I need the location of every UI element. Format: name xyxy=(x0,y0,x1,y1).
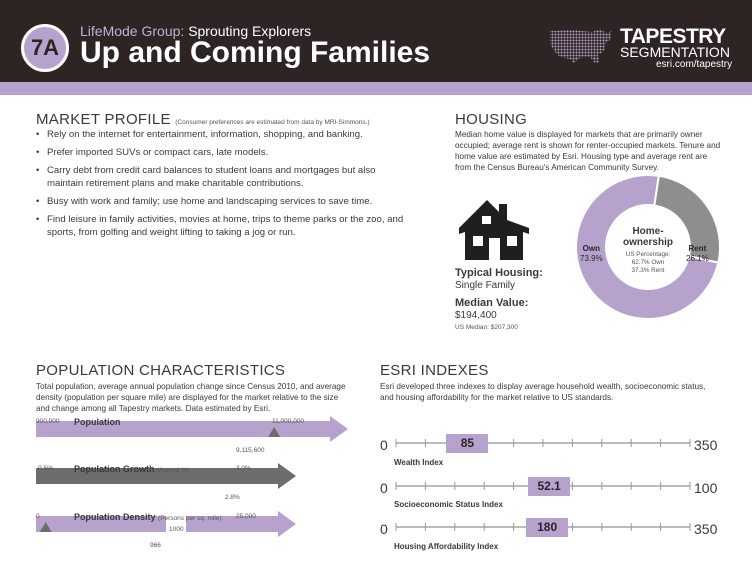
growth-marker-value: 2.8% xyxy=(225,494,240,501)
density-marker-value: 966 xyxy=(150,542,161,549)
population-marker-0 xyxy=(268,427,281,437)
header-bar xyxy=(0,0,752,82)
donut-own-label: Own 73.9% xyxy=(580,244,603,264)
growth-unit: (Annual %) xyxy=(157,467,190,474)
affordability-min: 0 xyxy=(380,521,388,537)
lifemode-group: LifeMode Group: Sprouting Explorers xyxy=(80,23,311,39)
donut-center-title-1: Home- xyxy=(632,226,664,237)
lifemode-name: Sprouting Explorers xyxy=(188,23,312,39)
wealth-index-label: Wealth Index xyxy=(394,458,444,467)
us-map-icon xyxy=(550,29,612,64)
header-stripe xyxy=(0,82,752,95)
socioeconomic-index-label: Socioeconomic Status Index xyxy=(394,500,503,509)
market-profile-heading: MARKET PROFILE xyxy=(36,111,171,128)
density-max: 25,000 xyxy=(236,513,256,520)
affordability-value-box: 180 xyxy=(526,518,569,537)
donut-us-line1: US Percentage: xyxy=(625,251,671,258)
logo-segmentation: SEGMENTATION xyxy=(620,44,730,60)
growth-label: Population Growth (Annual %) xyxy=(74,464,189,474)
density-value-gap xyxy=(166,515,186,533)
list-item: Busy with work and family; use home and … xyxy=(36,195,406,208)
median-value-label: Median Value: xyxy=(455,297,529,309)
median-value: $194,400 xyxy=(455,310,497,321)
us-median-value: US Median: $207,300 xyxy=(455,324,518,331)
lifemode-prefix: LifeMode Group: xyxy=(80,23,185,39)
list-item: Prefer imported SUVs or compact cars, la… xyxy=(36,146,406,159)
wealth-max: 350 xyxy=(694,437,718,453)
indexes-description: Esri developed three indexes to display … xyxy=(380,382,706,402)
wealth-value-box: 85 xyxy=(446,434,489,453)
list-item: Rely on the internet for entertainment, … xyxy=(36,128,406,141)
own-label: Own xyxy=(582,244,601,253)
affordability-max: 350 xyxy=(694,521,718,537)
own-value: 73.9% xyxy=(580,254,603,263)
density-label: Population Density (Persons per sq. mile… xyxy=(74,512,222,522)
logo-tapestry: TAPESTRY xyxy=(620,25,726,48)
population-max: 11,000,000 xyxy=(272,418,305,425)
growth-max: 3.0% xyxy=(236,465,251,472)
housing-title: HOUSING xyxy=(455,111,528,128)
donut-us-line3: 37.3% Rent xyxy=(631,267,665,274)
segment-badge: 7A xyxy=(21,24,69,72)
market-profile-list: Rely on the internet for entertainment, … xyxy=(36,128,406,244)
typical-housing-label: Typical Housing: xyxy=(455,267,543,279)
population-bar-1 xyxy=(36,463,296,489)
density-inline-value: 1000 xyxy=(169,526,184,533)
donut-hole xyxy=(607,206,689,288)
population-marker-1 xyxy=(257,474,270,484)
indexes-title: ESRI INDEXES xyxy=(380,362,489,379)
segment-title: Up and Coming Families xyxy=(80,36,431,69)
market-profile-title: MARKET PROFILE (Consumer preferences are… xyxy=(36,111,370,128)
donut-slice-own xyxy=(575,174,720,320)
donut-us-line2: 62.7% Own xyxy=(631,259,665,266)
population-label: Population xyxy=(74,417,121,427)
growth-label-text: Population Growth xyxy=(74,464,155,474)
population-marker-2 xyxy=(39,522,52,532)
house-icon xyxy=(459,200,529,260)
population-marker-value: 9,115,600 xyxy=(236,447,265,454)
donut-center-title-2: ownership xyxy=(622,237,673,248)
typical-housing-value: Single Family xyxy=(455,280,516,291)
logo-url[interactable]: esri.com/tapestry xyxy=(656,59,733,70)
donut-us-percentage: US Percentage: 62.7% Own 37.3% Rent xyxy=(610,251,686,275)
wealth-min: 0 xyxy=(380,437,388,453)
list-item: Find leisure in family activities, movie… xyxy=(36,213,406,239)
rent-value: 26.1% xyxy=(686,254,709,263)
socioeconomic-min: 0 xyxy=(380,480,388,496)
density-unit: (Persons per sq. mile) xyxy=(158,515,222,522)
population-min: 900,000 xyxy=(36,418,60,425)
population-description: Total population, average annual populat… xyxy=(36,382,346,413)
population-title: POPULATION CHARACTERISTICS xyxy=(36,362,286,379)
homeownership-donut xyxy=(575,174,721,320)
donut-rent-label: Rent 26.1% xyxy=(686,244,709,264)
socioeconomic-value-box: 52.1 xyxy=(528,477,571,496)
socioeconomic-max: 100 xyxy=(694,480,718,496)
donut-center-title: Home- ownership xyxy=(610,226,686,248)
density-label-text: Population Density xyxy=(74,512,156,522)
list-item: Carry debt from credit card balances to … xyxy=(36,164,406,190)
growth-min: -0.5% xyxy=(36,465,53,472)
rent-label: Rent xyxy=(688,244,707,253)
market-profile-note: (Consumer preferences are estimated from… xyxy=(175,119,370,126)
housing-description: Median home value is displayed for marke… xyxy=(455,130,721,172)
density-min: 0 xyxy=(36,513,40,520)
affordability-index-label: Housing Affordability Index xyxy=(394,542,499,551)
